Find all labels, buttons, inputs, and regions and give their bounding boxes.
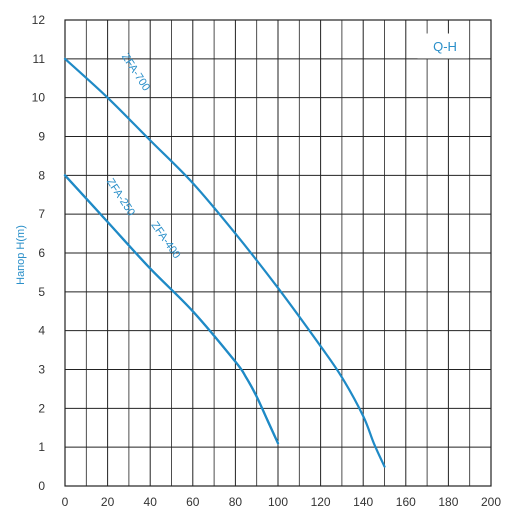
x-tick-labels: 0 20 40 60 80 100 120 140 160 180 200 (62, 495, 502, 509)
x-tick-label: 200 (481, 495, 501, 509)
y-tick-label: 9 (38, 130, 45, 144)
curve-label-zfa-250: ZFA-250 (104, 176, 137, 218)
x-tick-label: 20 (101, 495, 115, 509)
x-tick-label: 80 (229, 495, 243, 509)
grid (64, 19, 492, 487)
y-tick-label: 5 (38, 285, 45, 299)
y-tick-label: 11 (33, 52, 46, 66)
x-tick-label: 0 (62, 495, 69, 509)
y-tick-label: 8 (38, 168, 45, 182)
y-tick-label: 1 (38, 440, 45, 454)
x-tick-label: 100 (268, 495, 288, 509)
plot-frame (64, 19, 492, 487)
y-tick-label: 2 (38, 401, 45, 415)
x-tick-label: 140 (353, 495, 373, 509)
y-tick-label: 6 (38, 246, 45, 260)
series-line-zfa-700 (63, 57, 386, 468)
y-tick-label: 12 (32, 13, 46, 27)
curve-label-zfa-700: ZFA-700 (119, 51, 152, 93)
curves (63, 57, 386, 468)
y-tick-label: 7 (38, 207, 45, 221)
qh-badge-text: Q-H (433, 39, 457, 54)
qh-badge: Q-H (417, 33, 469, 59)
y-tick-label: 4 (38, 324, 45, 338)
x-tick-label: 120 (311, 495, 331, 509)
curve-label-zfa-400: ZFA-400 (148, 220, 182, 261)
y-tick-label: 10 (32, 91, 46, 105)
x-tick-label: 180 (438, 495, 458, 509)
x-tick-label: 160 (396, 495, 416, 509)
x-tick-label: 60 (186, 495, 200, 509)
y-tick-label: 3 (38, 363, 45, 377)
x-tick-label: 40 (144, 495, 158, 509)
y-axis-label: Напор H(m) (15, 225, 27, 285)
y-tick-label: 0 (38, 479, 45, 493)
series-line-zfa-400 (63, 174, 280, 445)
